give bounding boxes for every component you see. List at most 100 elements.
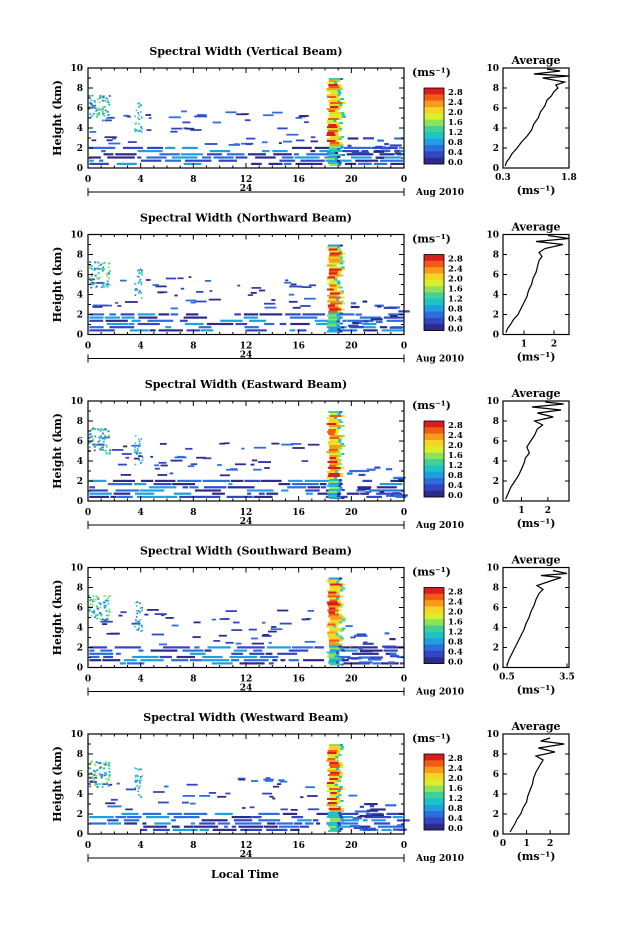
heat-cell bbox=[247, 294, 254, 296]
heat-cell bbox=[280, 659, 286, 662]
heat-cell bbox=[330, 619, 342, 622]
heat-cell bbox=[136, 450, 139, 452]
heat-cell bbox=[330, 828, 340, 830]
colorbar-segment bbox=[424, 766, 444, 774]
heat-cell bbox=[118, 614, 123, 617]
heat-cell bbox=[170, 459, 183, 462]
heat-cell bbox=[327, 128, 339, 130]
heat-cell bbox=[292, 646, 314, 649]
heat-cell bbox=[131, 622, 141, 625]
heat-cell bbox=[165, 146, 176, 149]
heat-cell bbox=[328, 826, 337, 828]
heat-cell bbox=[183, 316, 208, 319]
heat-cell bbox=[94, 281, 97, 284]
heat-cell bbox=[263, 778, 274, 781]
heat-cell bbox=[141, 270, 143, 272]
avg-y-tick-label: 2 bbox=[493, 477, 499, 487]
heat-cell bbox=[390, 479, 404, 482]
heat-cell bbox=[89, 486, 95, 489]
heat-cell bbox=[186, 783, 198, 786]
heat-cell bbox=[253, 468, 262, 471]
heat-cell bbox=[379, 153, 395, 156]
heat-cell bbox=[136, 601, 139, 603]
heat-cell bbox=[99, 774, 102, 777]
heat-cell bbox=[107, 114, 110, 116]
heat-cell bbox=[338, 441, 342, 443]
heat-cell bbox=[269, 795, 274, 798]
heat-cell bbox=[103, 261, 106, 264]
heat-cell bbox=[339, 649, 358, 652]
heat-cell bbox=[327, 276, 336, 279]
heat-cell bbox=[279, 825, 299, 828]
heat-cell bbox=[101, 443, 104, 446]
heat-cell bbox=[340, 647, 344, 650]
avg-y-tick-label: 10 bbox=[486, 64, 499, 74]
heat-cell bbox=[104, 316, 120, 319]
heat-cell bbox=[362, 300, 368, 303]
heat-cell bbox=[90, 279, 93, 282]
heat-cell bbox=[376, 492, 403, 495]
heat-cell bbox=[341, 252, 346, 255]
heat-cell bbox=[138, 292, 141, 295]
heat-cell bbox=[140, 776, 142, 778]
heat-cell bbox=[205, 495, 221, 498]
heat-cell bbox=[139, 619, 141, 621]
heat-cell bbox=[105, 609, 108, 612]
heat-cell bbox=[90, 275, 93, 277]
heat-cell bbox=[98, 602, 101, 604]
heat-cell bbox=[89, 131, 97, 133]
heat-cell bbox=[96, 596, 99, 599]
heat-cell bbox=[103, 601, 106, 604]
heat-cell bbox=[329, 164, 338, 166]
y-tick-label: 2 bbox=[77, 810, 83, 820]
heat-cell bbox=[90, 429, 93, 432]
colorbar-segment bbox=[424, 138, 444, 146]
heat-cell bbox=[347, 144, 352, 147]
colorbar-tick-label: 0.4 bbox=[448, 648, 463, 658]
heat-cell bbox=[106, 781, 109, 784]
heat-cell bbox=[337, 310, 341, 313]
heat-cell bbox=[244, 479, 261, 482]
colorbar-segment bbox=[424, 254, 444, 262]
heat-cell bbox=[337, 100, 341, 102]
colorbar-segment bbox=[424, 631, 444, 639]
heat-cell bbox=[327, 126, 338, 128]
heat-cell bbox=[335, 756, 339, 758]
heat-cell bbox=[259, 461, 268, 463]
heat-cell bbox=[138, 627, 140, 630]
heat-cell bbox=[328, 411, 340, 413]
heat-cell bbox=[241, 447, 245, 450]
heat-cell bbox=[286, 133, 299, 136]
heat-cell bbox=[102, 659, 121, 662]
heat-cell bbox=[107, 430, 110, 433]
colorbar-tick-label: 0.8 bbox=[448, 804, 463, 814]
heat-cell bbox=[138, 316, 158, 319]
heat-cell bbox=[294, 156, 320, 159]
heat-cell bbox=[102, 623, 108, 625]
heat-cell bbox=[134, 787, 136, 789]
heat-cell bbox=[327, 621, 339, 624]
colorbar-segment bbox=[424, 804, 444, 812]
heat-cell bbox=[394, 137, 404, 140]
heat-cell bbox=[355, 159, 379, 162]
heat-cell bbox=[339, 104, 343, 106]
heat-cell bbox=[100, 649, 113, 652]
heat-cell bbox=[105, 778, 108, 780]
heat-cell bbox=[138, 280, 141, 282]
heat-cell bbox=[327, 609, 339, 612]
x-tick-label: 12 bbox=[240, 175, 253, 185]
heat-cell bbox=[223, 442, 230, 445]
heat-cell bbox=[142, 822, 147, 825]
heat-cell bbox=[330, 106, 339, 108]
heat-cell bbox=[384, 143, 389, 146]
mid-day-label: 24 bbox=[240, 850, 253, 860]
heat-cell bbox=[137, 438, 140, 440]
heat-cell bbox=[399, 662, 404, 665]
heat-cell bbox=[329, 599, 338, 602]
heat-cell bbox=[330, 772, 340, 774]
heat-cell bbox=[95, 114, 98, 116]
heat-cell bbox=[89, 652, 114, 655]
heat-cell bbox=[354, 810, 370, 813]
heat-cell bbox=[258, 812, 280, 815]
colorbar-segment bbox=[424, 773, 444, 780]
